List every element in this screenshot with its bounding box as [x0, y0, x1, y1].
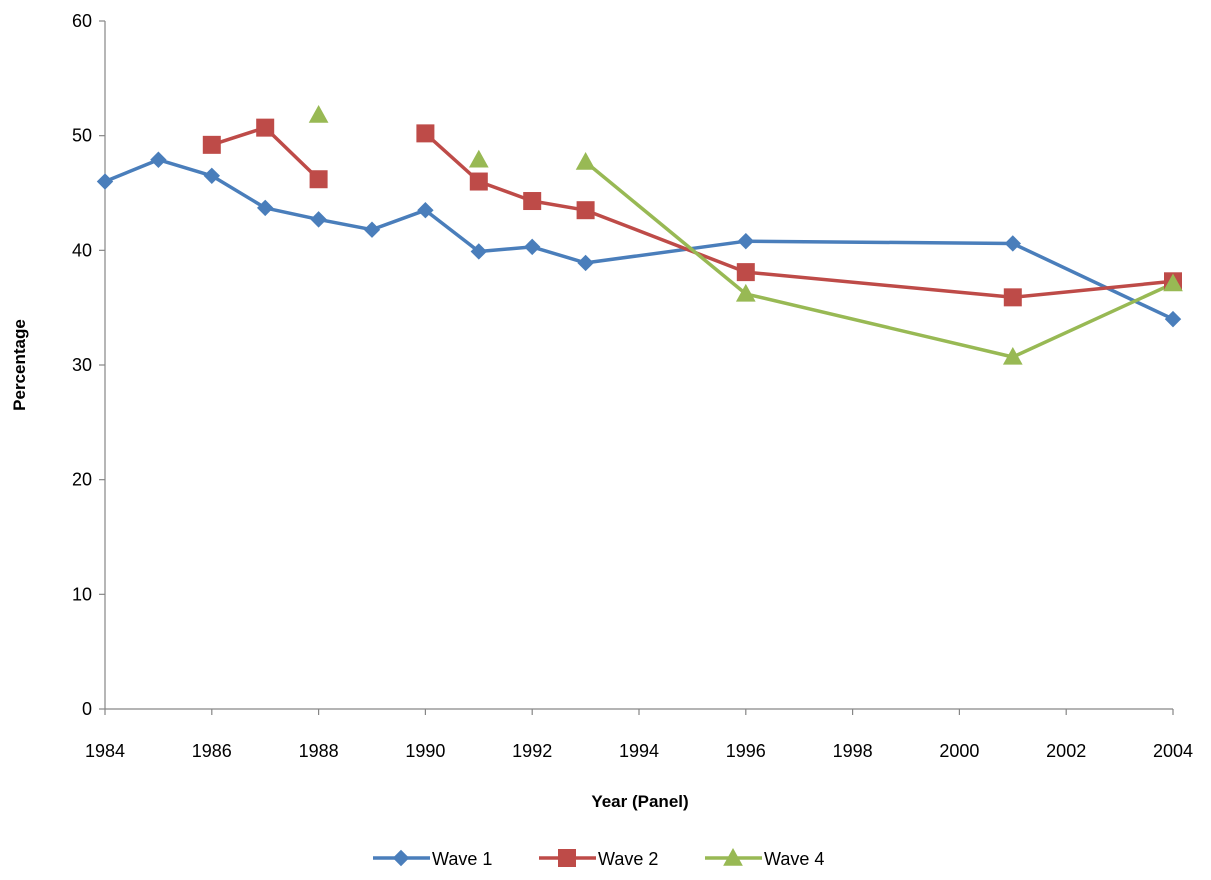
data-point — [256, 199, 274, 217]
x-tick-label: 2000 — [939, 741, 979, 761]
y-tick-label: 30 — [72, 355, 92, 375]
data-point — [203, 167, 221, 185]
data-point — [150, 151, 167, 168]
data-point — [310, 211, 327, 228]
legend: Wave 1 Wave 2 Wave 4 — [373, 847, 824, 869]
legend-label: Wave 2 — [598, 849, 658, 869]
y-tick-label: 60 — [72, 11, 92, 31]
series-line-3 — [584, 160, 1174, 359]
data-point — [737, 232, 755, 250]
x-axis-title: Year (Panel) — [591, 792, 688, 811]
x-tick-label: 1986 — [192, 741, 232, 761]
legend-marker — [558, 849, 576, 867]
data-point — [256, 118, 275, 137]
data-point — [416, 124, 435, 143]
x-tick-label: 1996 — [726, 741, 766, 761]
data-point — [309, 170, 328, 189]
y-tick-label: 50 — [72, 126, 92, 146]
data-point — [1004, 235, 1022, 252]
series-line-2 — [424, 132, 1174, 300]
data-point — [96, 173, 114, 190]
data-point — [735, 283, 756, 302]
x-tick-label: 1990 — [405, 741, 445, 761]
x-tick-label: 2004 — [1153, 741, 1193, 761]
data-point — [1002, 346, 1023, 365]
data-point — [468, 149, 489, 168]
data-point — [576, 201, 595, 220]
y-tick-label: 10 — [72, 584, 92, 604]
data-point — [577, 254, 594, 272]
data-point — [470, 243, 488, 260]
data-point — [363, 221, 381, 238]
y-tick-label: 20 — [72, 470, 92, 490]
axes: 0 10 20 30 40 50 60 1984 1986 1988 1990 1992 1994 199… — [72, 11, 1193, 761]
x-tick-label: 1988 — [299, 741, 339, 761]
data-point — [523, 238, 541, 256]
data-point — [523, 192, 542, 211]
legend-marker — [392, 849, 410, 867]
legend-label: Wave 1 — [432, 849, 492, 869]
legend-label: Wave 4 — [764, 849, 824, 869]
data-point — [1164, 310, 1182, 328]
data-point — [202, 135, 221, 154]
x-tick-label: 1984 — [85, 741, 125, 761]
data-point — [575, 152, 596, 170]
y-tick-label: 0 — [82, 699, 92, 719]
data-point — [417, 201, 434, 219]
x-tick-label: 1992 — [512, 741, 552, 761]
y-tick-label: 40 — [72, 240, 92, 260]
y-axis-title: Percentage — [10, 319, 29, 411]
data-point — [1003, 288, 1022, 307]
legend-marker — [723, 847, 743, 866]
x-tick-label: 2002 — [1046, 741, 1086, 761]
series-markers — [96, 104, 1183, 365]
data-point — [308, 104, 329, 123]
x-tick-label: 1998 — [833, 741, 873, 761]
x-tick-label: 1994 — [619, 741, 659, 761]
data-point — [469, 172, 488, 191]
data-point — [1163, 273, 1183, 292]
data-point — [736, 263, 755, 282]
